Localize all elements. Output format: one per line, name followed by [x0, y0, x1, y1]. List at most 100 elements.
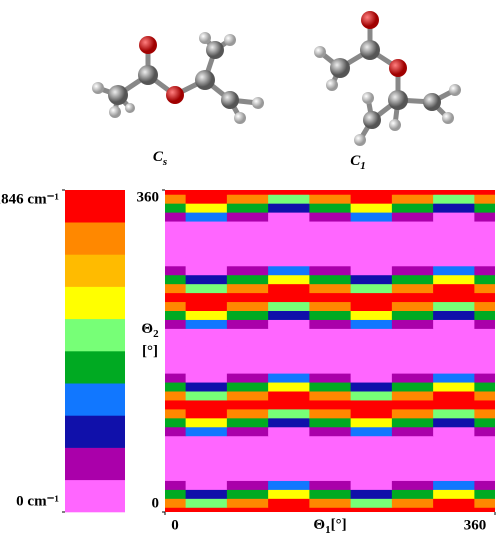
contour-cell — [309, 221, 351, 230]
contour-cell — [392, 194, 434, 203]
contour-cell — [268, 445, 310, 454]
contour-cell — [392, 463, 434, 472]
contour-cell — [474, 190, 495, 195]
contour-cell — [392, 391, 434, 400]
contour-cell — [351, 190, 393, 195]
contour-cell — [433, 311, 475, 320]
contour-cell — [309, 507, 351, 512]
contour-cell — [309, 239, 351, 248]
contour-cell — [309, 194, 351, 203]
contour-cell — [392, 275, 434, 284]
contour-cell — [433, 212, 475, 221]
contour-cell — [392, 266, 434, 275]
contour-cell — [474, 489, 495, 498]
contour-cell — [268, 463, 310, 472]
contour-cell — [186, 275, 228, 284]
colorbar-band — [65, 383, 125, 416]
contour-cell — [165, 293, 186, 302]
contour-cell — [309, 463, 351, 472]
contour-cell — [186, 436, 228, 445]
contour-cell — [227, 248, 269, 257]
contour-cell — [474, 275, 495, 284]
contour-cell — [268, 409, 310, 418]
contour-cell — [165, 221, 186, 230]
molecule-label: C1 — [350, 153, 366, 171]
contour-cell — [309, 418, 351, 427]
contour-cell — [433, 364, 475, 373]
contour-cell — [392, 400, 434, 409]
contour-cell — [268, 257, 310, 266]
contour-cell — [165, 239, 186, 248]
contour-cell — [309, 328, 351, 337]
contour-cell — [227, 463, 269, 472]
contour-cell — [186, 221, 228, 230]
contour-cell — [186, 355, 228, 364]
colorbar-band — [65, 415, 125, 448]
contour-cell — [165, 472, 186, 481]
contour-cell — [392, 311, 434, 320]
contour-cell — [433, 409, 475, 418]
contour-cell — [351, 248, 393, 257]
contour-cell — [186, 248, 228, 257]
contour-cell — [433, 427, 475, 436]
contour-cell — [165, 311, 186, 320]
contour-cell — [392, 190, 434, 195]
contour-cell — [433, 302, 475, 311]
contour-cell — [351, 382, 393, 391]
contour-cell — [474, 203, 495, 212]
contour-cell — [433, 382, 475, 391]
contour-cell — [227, 311, 269, 320]
contour-cell — [433, 328, 475, 337]
contour-cell — [392, 212, 434, 221]
contour-cell — [474, 498, 495, 507]
contour-cell — [309, 445, 351, 454]
contour-cell — [309, 337, 351, 346]
contour-cell — [268, 346, 310, 355]
contour-cell — [309, 257, 351, 266]
colorbar-band — [65, 319, 125, 352]
contour-cell — [474, 284, 495, 293]
colorbar-band — [65, 190, 125, 223]
contour-cell — [392, 507, 434, 512]
contour-cell — [433, 507, 475, 512]
contour-cell — [474, 427, 495, 436]
contour-cell — [227, 275, 269, 284]
contour-cell — [268, 391, 310, 400]
contour-cell — [351, 212, 393, 221]
contour-cell — [186, 293, 228, 302]
contour-cell — [227, 409, 269, 418]
colorbar-band — [65, 287, 125, 320]
contour-cell — [268, 489, 310, 498]
contour-cell — [392, 436, 434, 445]
contour-cell — [165, 257, 186, 266]
molecule-cs — [92, 32, 264, 124]
contour-cell — [309, 382, 351, 391]
contour-cell — [268, 319, 310, 328]
contour-cell — [165, 319, 186, 328]
contour-cell — [268, 400, 310, 409]
x-tick-label: 360 — [464, 517, 487, 533]
contour-cell — [351, 266, 393, 275]
contour-cell — [392, 221, 434, 230]
contour-cell — [474, 212, 495, 221]
contour-cell — [186, 472, 228, 481]
molecule-label: Cs — [153, 149, 167, 167]
contour-cell — [309, 436, 351, 445]
contour-cell — [227, 418, 269, 427]
contour-cell — [392, 454, 434, 463]
contour-cell — [433, 436, 475, 445]
contour-cell — [351, 400, 393, 409]
contour-cell — [351, 445, 393, 454]
contour-cell — [186, 382, 228, 391]
contour-cell — [227, 382, 269, 391]
contour-cell — [186, 284, 228, 293]
contour-cell — [474, 409, 495, 418]
contour-cell — [165, 382, 186, 391]
contour-cell — [227, 284, 269, 293]
x-axis-label: Θ1[°] — [313, 517, 346, 535]
contour-cell — [433, 498, 475, 507]
contour-cell — [227, 346, 269, 355]
colorbar-label: 1846 cm⁻¹ — [0, 191, 59, 207]
contour-cell — [351, 373, 393, 382]
contour-cell — [309, 203, 351, 212]
